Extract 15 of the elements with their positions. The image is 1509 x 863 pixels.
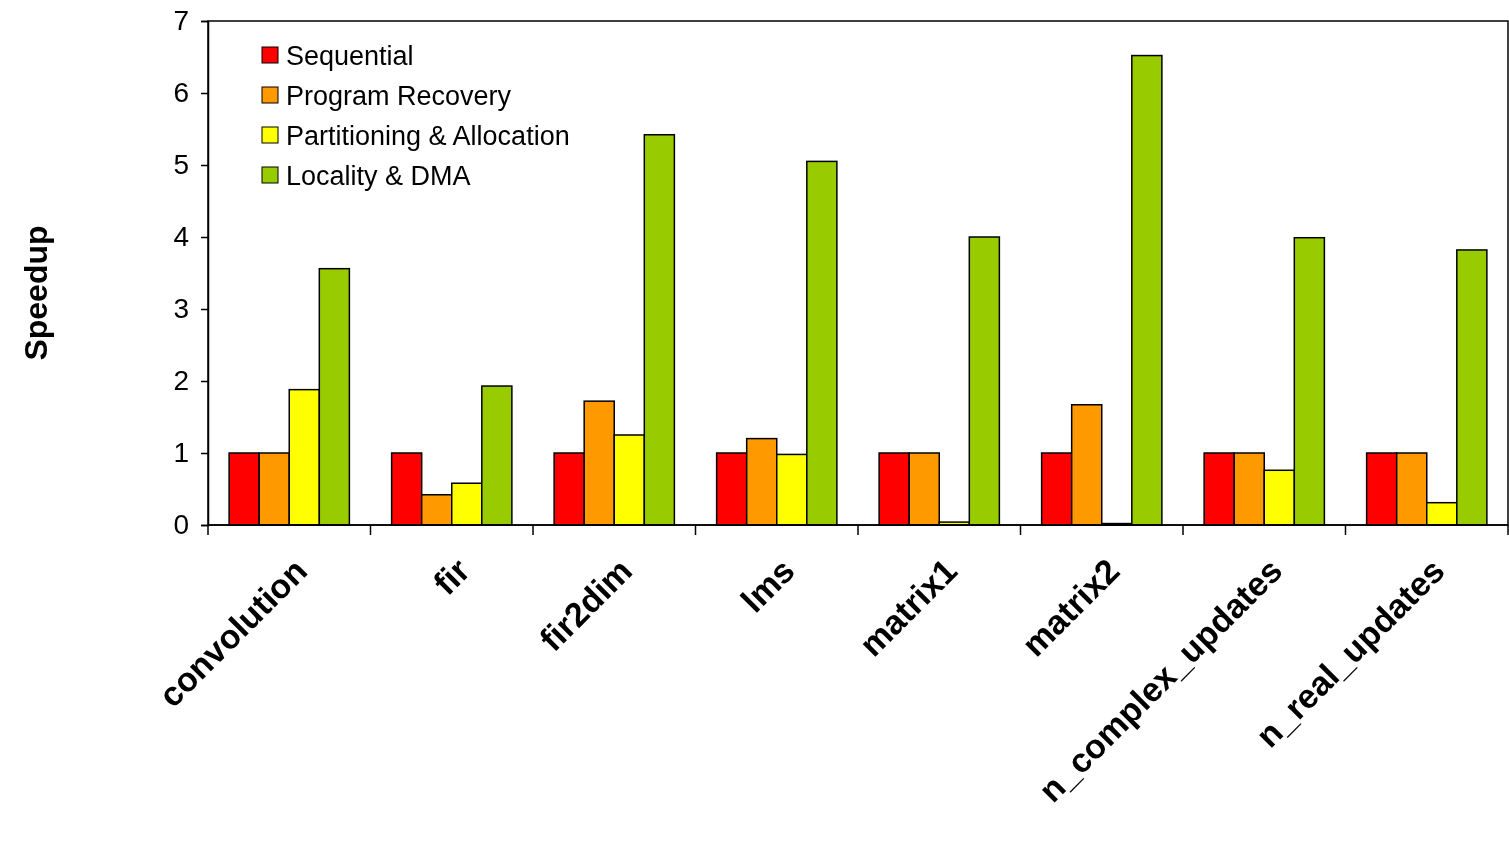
legend-label: Partitioning & Allocation xyxy=(286,121,570,151)
y-tick-label: 3 xyxy=(173,293,189,325)
y-tick-label: 7 xyxy=(173,5,189,37)
y-tick-label: 6 xyxy=(173,77,189,109)
y-tick-label: 1 xyxy=(173,437,189,469)
x-tick-label: lms xyxy=(733,551,802,620)
y-tick-label: 0 xyxy=(173,509,189,541)
legend-label: Program Recovery xyxy=(286,81,512,111)
x-tick-label: fir xyxy=(425,551,477,602)
y-tick-label: 5 xyxy=(173,149,189,181)
legend-label: Locality & DMA xyxy=(286,161,471,191)
y-tick-label: 4 xyxy=(173,221,189,253)
y-tick-label: 2 xyxy=(173,365,189,397)
legend-label: Sequential xyxy=(286,41,414,71)
y-axis-title: Speedup xyxy=(18,225,54,361)
